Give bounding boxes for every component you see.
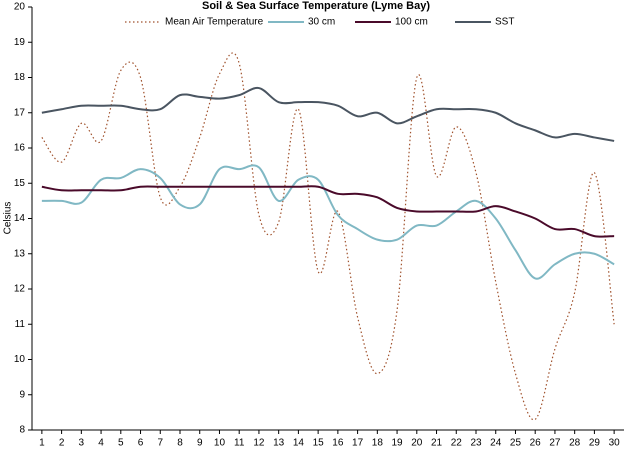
y-tick-label: 9 (19, 389, 25, 400)
x-tick-label: 15 (313, 438, 325, 449)
series-line (41, 52, 615, 421)
x-tick-label: 8 (177, 438, 183, 449)
x-tick-label: 13 (273, 438, 285, 449)
x-tick-label: 12 (253, 438, 265, 449)
x-tick-label: 28 (569, 438, 581, 449)
x-tick-label: 26 (530, 438, 542, 449)
y-tick-label: 15 (14, 178, 26, 189)
x-tick-label: 20 (411, 438, 423, 449)
legend-label: 100 cm (395, 17, 428, 28)
y-tick-label: 14 (14, 213, 26, 224)
y-tick-label: 13 (14, 248, 26, 259)
x-tick-label: 14 (293, 438, 305, 449)
x-tick-label: 16 (332, 438, 344, 449)
x-tick-label: 24 (490, 438, 502, 449)
series-line (41, 164, 615, 280)
x-tick-label: 25 (510, 438, 522, 449)
y-tick-label: 11 (15, 319, 26, 330)
x-tick-label: 27 (549, 438, 561, 449)
chart-title: Soil & Sea Surface Temperature (Lyme Bay… (202, 0, 430, 12)
series-line (41, 86, 615, 142)
x-tick-label: 21 (431, 438, 443, 449)
legend-label: SST (495, 17, 514, 28)
y-tick-label: 20 (14, 2, 26, 13)
x-tick-label: 2 (59, 438, 65, 449)
x-tick-label: 18 (372, 438, 384, 449)
series-line (41, 185, 615, 238)
x-tick-label: 6 (138, 438, 144, 449)
x-tick-label: 4 (98, 438, 104, 449)
y-tick-label: 10 (14, 354, 26, 365)
x-tick-label: 7 (157, 438, 163, 449)
y-tick-label: 17 (14, 107, 26, 118)
y-tick-label: 8 (19, 425, 25, 436)
legend-label: 30 cm (308, 17, 335, 28)
y-tick-label: 16 (14, 143, 26, 154)
x-tick-label: 9 (197, 438, 203, 449)
y-tick-label: 19 (14, 37, 26, 48)
y-tick-label: 12 (14, 284, 26, 295)
x-tick-label: 3 (79, 438, 85, 449)
x-tick-label: 17 (352, 438, 364, 449)
x-tick-label: 11 (234, 438, 245, 449)
x-tick-label: 30 (609, 438, 621, 449)
x-tick-label: 19 (392, 438, 404, 449)
legend-label: Mean Air Temperature (165, 17, 264, 28)
x-tick-label: 29 (589, 438, 601, 449)
y-tick-label: 18 (14, 72, 26, 83)
x-tick-label: 5 (118, 438, 124, 449)
x-tick-label: 10 (214, 438, 226, 449)
x-tick-label: 1 (39, 438, 45, 449)
x-tick-label: 22 (451, 438, 463, 449)
x-tick-label: 23 (470, 438, 482, 449)
y-axis-label: Celsius (3, 202, 14, 235)
